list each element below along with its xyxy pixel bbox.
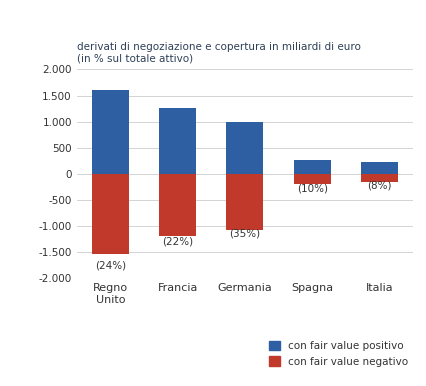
Text: (24%): (24%) xyxy=(95,260,126,270)
Bar xyxy=(294,160,331,174)
Bar xyxy=(227,122,263,174)
Text: (10%): (10%) xyxy=(296,183,328,193)
Text: (35%): (35%) xyxy=(229,229,261,239)
Bar xyxy=(361,174,398,182)
Bar xyxy=(159,174,196,236)
Bar xyxy=(361,162,398,174)
Bar xyxy=(92,90,129,174)
Bar xyxy=(92,174,129,254)
Text: derivati di negoziazione e copertura in miliardi di euro
(in % sul totale attivo: derivati di negoziazione e copertura in … xyxy=(77,42,360,63)
Text: (22%): (22%) xyxy=(162,236,193,246)
Text: (8%): (8%) xyxy=(367,181,391,191)
Bar xyxy=(227,174,263,230)
Bar xyxy=(294,174,331,184)
Bar xyxy=(159,108,196,174)
Legend: con fair value positivo, con fair value negativo: con fair value positivo, con fair value … xyxy=(269,341,408,367)
